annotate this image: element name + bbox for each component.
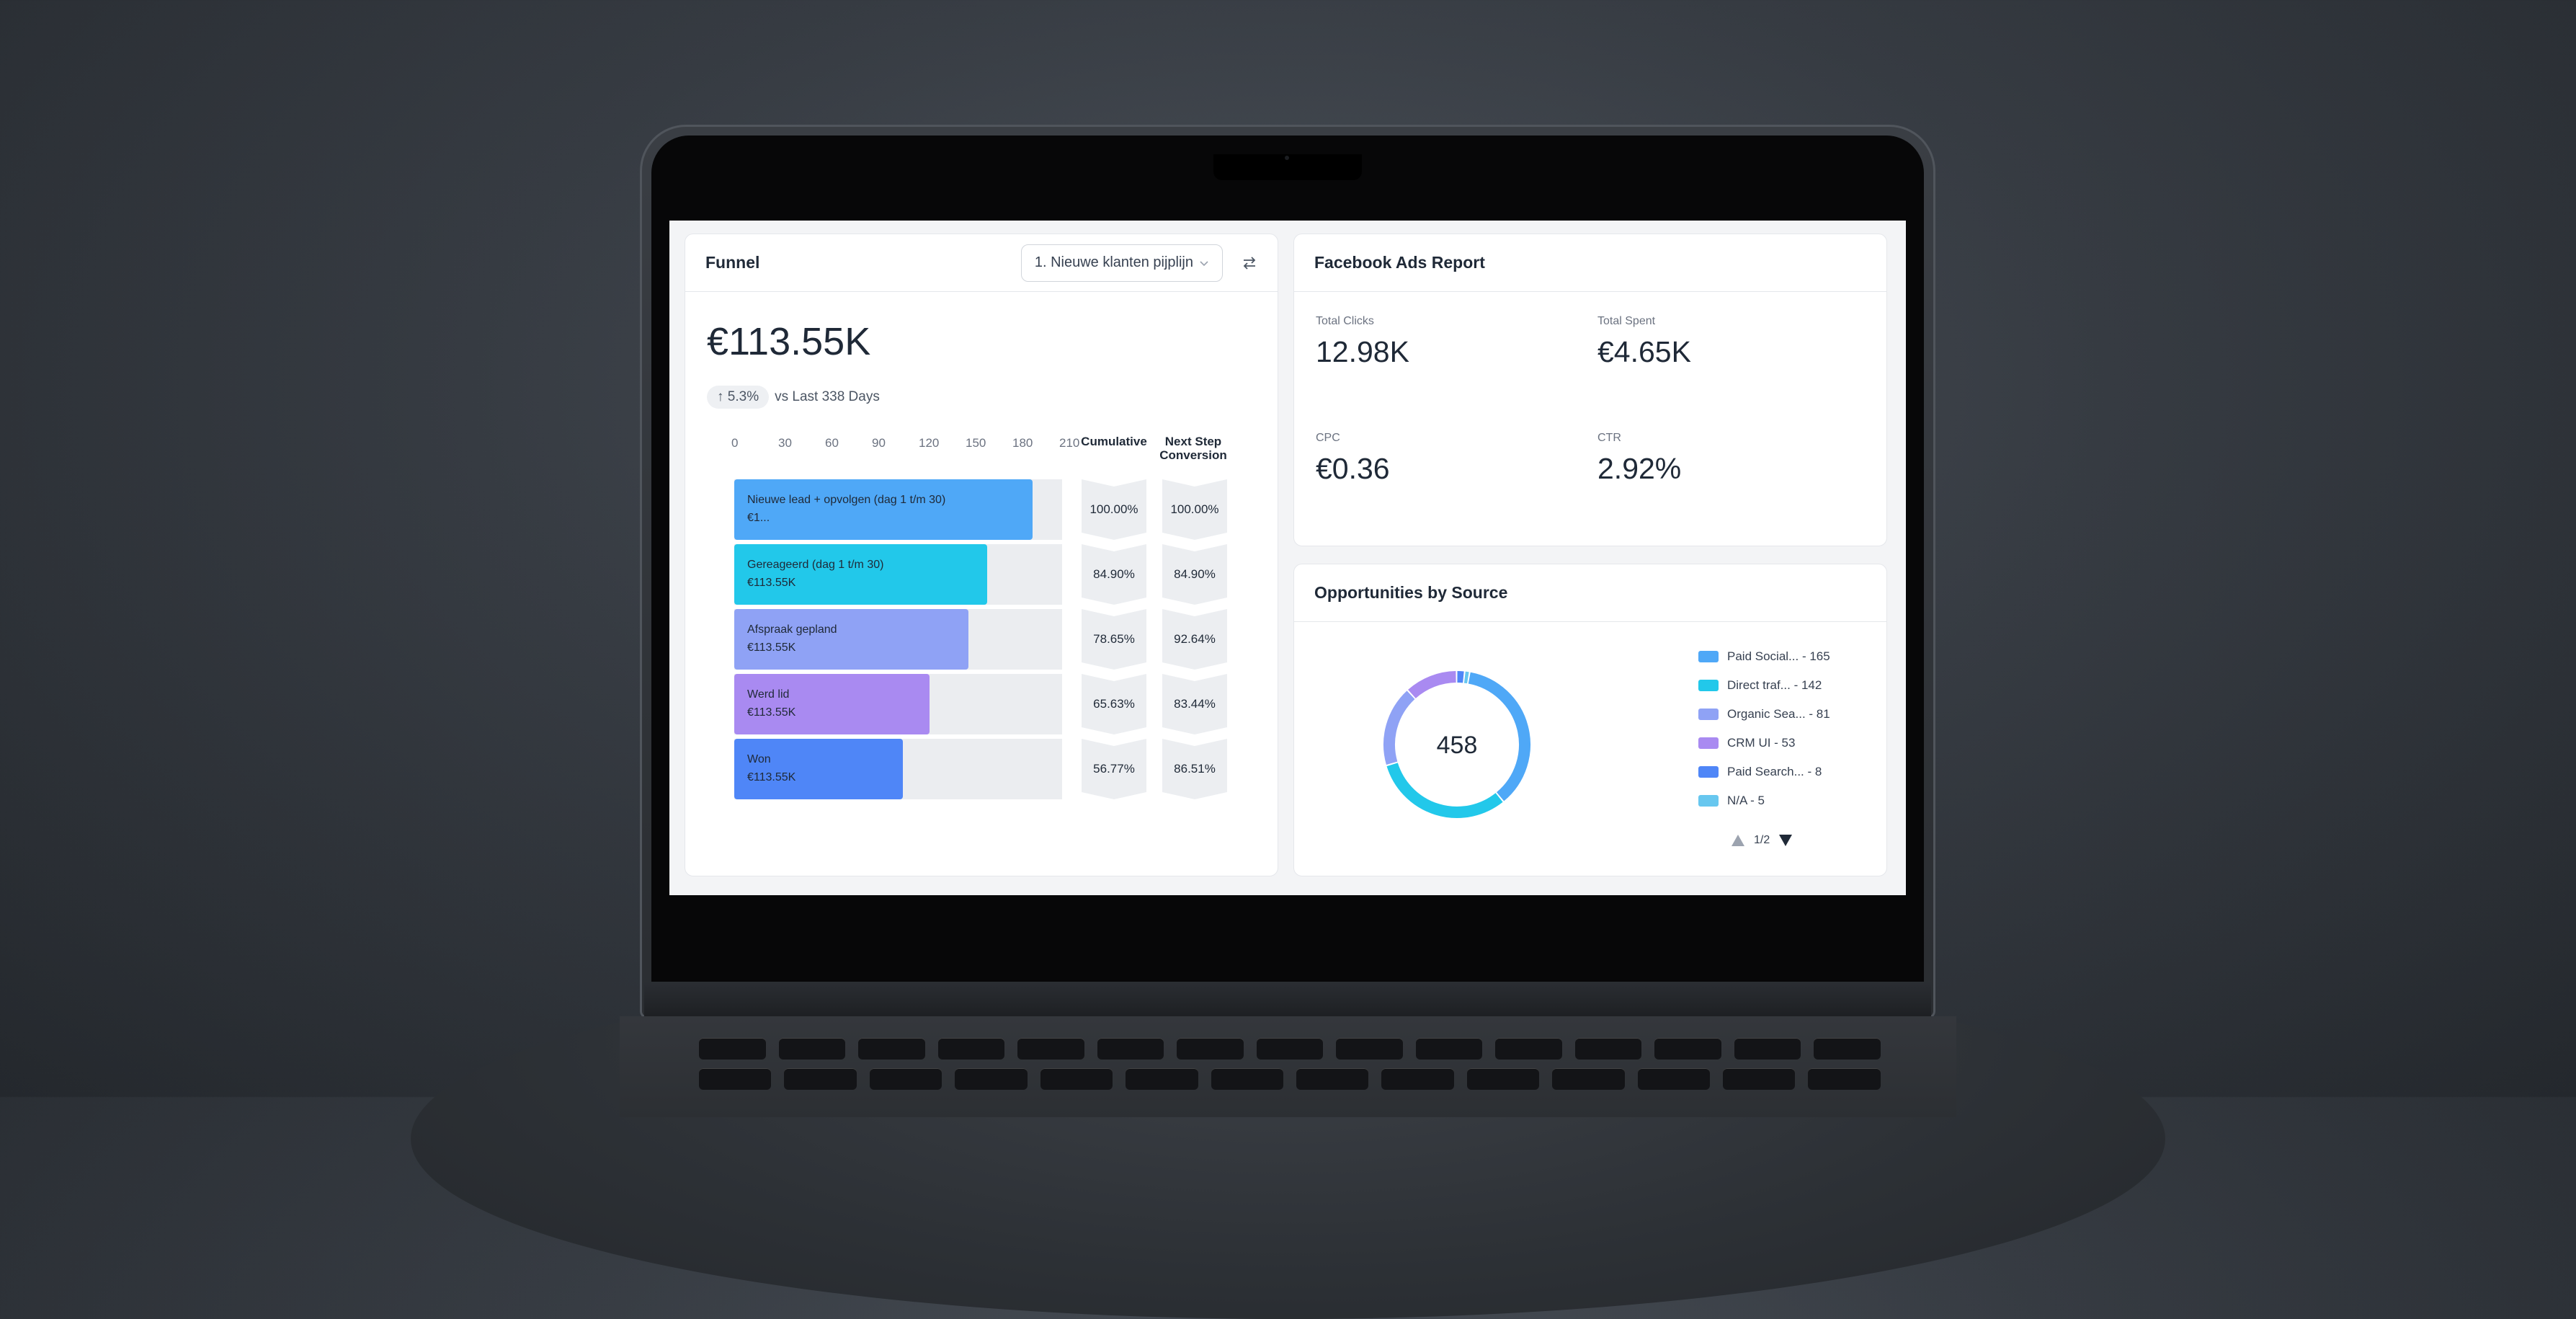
cpc-value: €0.36	[1316, 452, 1390, 486]
cumulative-cell: 78.65%	[1082, 609, 1146, 670]
cumulative-cell: 100.00%	[1082, 479, 1146, 540]
legend-page: 1/2	[1754, 834, 1770, 847]
keyboard	[699, 1038, 1881, 1098]
donut-slice[interactable]	[1412, 677, 1456, 694]
next-step-header-line1: Next Step	[1154, 435, 1233, 448]
legend-label: Paid Social... - 165	[1727, 649, 1830, 664]
cumulative-cell: 56.77%	[1082, 739, 1146, 799]
change-badge: ↑ 5.3%	[707, 386, 769, 409]
donut-total: 458	[1437, 732, 1478, 759]
opportunities-card: Opportunities by Source 458 Paid Social.…	[1293, 564, 1887, 876]
legend-swatch	[1698, 766, 1719, 778]
funnel-stage-value: €113.55K	[747, 703, 930, 721]
funnel-card: Funnel 1. Nieuwe klanten pijplijn €113.5…	[685, 234, 1278, 876]
cpc-label: CPC	[1316, 432, 1340, 445]
funnel-stage-label: Afspraak gepland	[747, 621, 968, 639]
chevron-down-icon	[1199, 258, 1209, 268]
next-step-cell: 86.51%	[1162, 739, 1227, 799]
donut-slice[interactable]	[1469, 678, 1525, 797]
legend-item[interactable]: Paid Social... - 165	[1698, 649, 1830, 664]
donut-slice[interactable]	[1389, 695, 1411, 763]
opportunities-title: Opportunities by Source	[1314, 583, 1507, 603]
funnel-stage-value: €113.55K	[747, 768, 903, 786]
legend-swatch	[1698, 651, 1719, 662]
legend-swatch	[1698, 709, 1719, 720]
funnel-stage-label: Werd lid	[747, 685, 930, 703]
legend-item[interactable]: CRM UI - 53	[1698, 736, 1795, 750]
donut-slice[interactable]	[1392, 765, 1499, 812]
facebook-title: Facebook Ads Report	[1314, 253, 1485, 272]
axis-tick-label: 180	[1012, 436, 1033, 450]
legend-label: N/A - 5	[1727, 794, 1765, 808]
legend-label: Paid Search... - 8	[1727, 765, 1822, 779]
funnel-stage-value: €113.55K	[747, 574, 987, 592]
ctr-value: 2.92%	[1597, 452, 1681, 486]
funnel-header: Funnel 1. Nieuwe klanten pijplijn	[685, 234, 1278, 292]
legend-next-icon[interactable]	[1778, 834, 1793, 847]
axis-tick-label: 120	[919, 436, 939, 450]
opportunities-header: Opportunities by Source	[1294, 564, 1886, 622]
laptop-hinge	[644, 982, 1931, 1021]
ctr-label: CTR	[1597, 432, 1621, 445]
next-step-cell: 84.90%	[1162, 544, 1227, 605]
next-step-cell: 100.00%	[1162, 479, 1227, 540]
legend-swatch	[1698, 680, 1719, 691]
facebook-header: Facebook Ads Report	[1294, 234, 1886, 292]
next-step-cell: 92.64%	[1162, 609, 1227, 670]
funnel-stage-label: Nieuwe lead + opvolgen (dag 1 t/m 30)	[747, 491, 1033, 509]
axis-tick-label: 0	[731, 436, 738, 450]
funnel-stage-value: €113.55K	[747, 639, 968, 657]
funnel-total: €113.55K	[707, 319, 870, 364]
legend-item[interactable]: N/A - 5	[1698, 794, 1765, 808]
total-spent-value: €4.65K	[1597, 335, 1691, 369]
axis-tick-label: 30	[778, 436, 792, 450]
camera-icon	[1285, 156, 1289, 160]
next-step-cell: 83.44%	[1162, 674, 1227, 734]
dashboard-screen: Funnel 1. Nieuwe klanten pijplijn €113.5…	[669, 221, 1906, 895]
cumulative-header: Cumulative	[1074, 435, 1154, 448]
next-step-header-line2: Conversion	[1154, 448, 1233, 462]
axis-tick-label: 150	[966, 436, 986, 450]
legend-item[interactable]: Direct traf... - 142	[1698, 678, 1822, 693]
cumulative-cell: 84.90%	[1082, 544, 1146, 605]
next-step-header: Next Step Conversion	[1154, 435, 1233, 462]
comparison-label: vs Last 338 Days	[775, 389, 880, 405]
axis-tick-label: 60	[825, 436, 839, 450]
axis-tick-label: 90	[872, 436, 886, 450]
funnel-bar[interactable]: Afspraak gepland€113.55K	[734, 609, 968, 670]
facebook-ads-card: Facebook Ads Report Total Clicks 12.98K …	[1293, 234, 1887, 546]
legend-prev-icon[interactable]	[1731, 834, 1745, 847]
funnel-stage-label: Gereageerd (dag 1 t/m 30)	[747, 556, 987, 574]
funnel-title: Funnel	[705, 253, 759, 272]
legend-swatch	[1698, 737, 1719, 749]
funnel-bar[interactable]: Werd lid€113.55K	[734, 674, 930, 734]
swap-icon[interactable]	[1242, 255, 1257, 271]
cumulative-cell: 65.63%	[1082, 674, 1146, 734]
legend-item[interactable]: Organic Sea... - 81	[1698, 707, 1830, 721]
opportunities-donut: 458	[1371, 658, 1543, 831]
total-spent-label: Total Spent	[1597, 315, 1655, 328]
legend-item[interactable]: Paid Search... - 8	[1698, 765, 1822, 779]
funnel-stage-label: Won	[747, 750, 903, 768]
legend-label: Direct traf... - 142	[1727, 678, 1822, 693]
funnel-bar[interactable]: Gereageerd (dag 1 t/m 30)€113.55K	[734, 544, 987, 605]
legend-swatch	[1698, 795, 1719, 807]
legend-label: CRM UI - 53	[1727, 736, 1795, 750]
pipeline-select-value: 1. Nieuwe klanten pijplijn	[1035, 254, 1193, 271]
total-clicks-label: Total Clicks	[1316, 315, 1374, 328]
pipeline-select[interactable]: 1. Nieuwe klanten pijplijn	[1021, 244, 1223, 282]
total-clicks-value: 12.98K	[1316, 335, 1409, 369]
funnel-bar[interactable]: Nieuwe lead + opvolgen (dag 1 t/m 30)€1.…	[734, 479, 1033, 540]
funnel-stage-value: €1...	[747, 509, 1033, 527]
legend-label: Organic Sea... - 81	[1727, 707, 1830, 721]
funnel-bar[interactable]: Won€113.55K	[734, 739, 903, 799]
